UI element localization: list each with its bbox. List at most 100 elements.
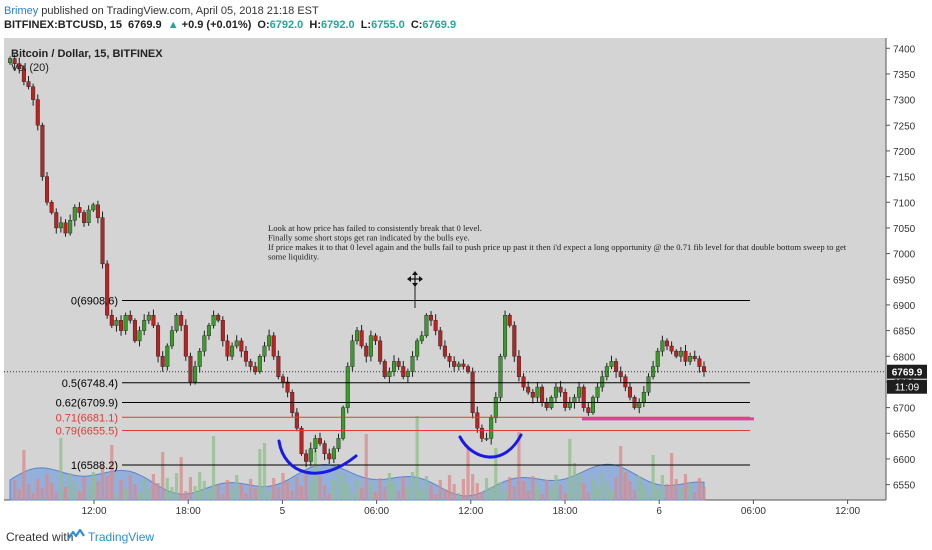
volume-bar [235, 475, 239, 500]
candle-body [216, 315, 221, 321]
volume-bar [323, 485, 327, 500]
candle-body [479, 427, 484, 439]
volume-bar [674, 479, 678, 500]
candle-body [132, 320, 137, 342]
open-value: 6792.0 [269, 19, 304, 31]
candle-body [410, 356, 415, 372]
chart-area[interactable]: 0(6908.6) 0.5(6748.4) 0.62(6709.9) 0.71(668… [4, 38, 928, 517]
volume-bar [341, 475, 345, 500]
time-tick-label: 18:00 [176, 506, 201, 516]
volume-bar [156, 483, 160, 500]
candle-body [40, 125, 45, 177]
low-label: L: [360, 19, 372, 31]
candle-body [669, 345, 674, 352]
volume-bar [77, 491, 81, 500]
volume-layer [9, 416, 706, 501]
candle-body [627, 386, 632, 398]
time-tick-label: 18:00 [552, 506, 577, 516]
candle-body [655, 350, 660, 367]
time-tick-label: 12:00 [835, 506, 860, 516]
price-tick-label: 7200 [893, 147, 916, 158]
candle-body [359, 330, 364, 347]
tradingview-brand[interactable]: TradingView [88, 530, 155, 544]
volume-bar [267, 492, 271, 500]
price-chart[interactable]: 0(6908.6) 0.5(6748.4) 0.62(6709.9) 0.71(668… [4, 38, 928, 517]
candle-body [169, 330, 174, 347]
candle-body [331, 448, 336, 460]
price-tick-label: 7100 [893, 198, 916, 209]
candle-body [197, 350, 202, 367]
fib-level-label: 0.71(6681.1) [56, 412, 118, 424]
volume-bar [558, 484, 563, 500]
candle-body [609, 361, 614, 367]
double-bottom-curve-right [458, 433, 523, 459]
candle-body [590, 397, 595, 413]
volume-bar [679, 488, 683, 500]
high-label: H: [309, 19, 321, 31]
volume-bar [665, 484, 669, 500]
time-tick-label: 12:00 [458, 506, 483, 516]
high-value: 6792.0 [320, 19, 355, 31]
candle-body [503, 315, 508, 357]
volume-bar [517, 432, 521, 500]
volume-bar [535, 485, 540, 500]
volume-bar [253, 488, 257, 500]
volume-bar [526, 490, 530, 500]
candle-body [489, 417, 494, 439]
candle-body [276, 356, 281, 377]
fib-level-label: 0.62(6709.9) [56, 398, 118, 410]
volume-bar [443, 489, 447, 500]
price-tick-label: 7350 [893, 70, 916, 81]
candle-body [220, 320, 225, 342]
candle-body [12, 58, 17, 64]
volume-bar [424, 476, 428, 500]
author-link[interactable]: Brimey [4, 5, 39, 17]
volume-bar [531, 476, 535, 500]
candle-body [641, 392, 646, 403]
candle-body [484, 438, 489, 440]
candle-body [188, 356, 193, 383]
candle-body [475, 412, 480, 429]
volume-bar [489, 487, 493, 500]
volume-bar [170, 487, 174, 500]
volume-bar [309, 481, 313, 500]
candle-body [54, 212, 59, 229]
candle-body [493, 397, 498, 419]
volume-bar [633, 490, 637, 500]
candle-body [456, 363, 461, 367]
candle-body [49, 202, 54, 213]
candle-body [692, 356, 697, 360]
candle-body [146, 315, 151, 321]
chart-header: Brimey published on TradingView.com, Apr… [0, 0, 932, 36]
price-tick-label: 6600 [893, 455, 916, 466]
candle-body [105, 263, 110, 316]
volume-bar [595, 487, 600, 500]
volume-bar [22, 450, 26, 500]
volume-bar [184, 491, 188, 500]
volume-bar [299, 486, 304, 500]
time-tick-label: 06:00 [364, 506, 389, 516]
volume-bar [100, 465, 105, 500]
volume-bar [429, 485, 433, 500]
candle-body [544, 402, 549, 408]
symbol-label[interactable]: BITFINEX:BTCUSD, 15 [4, 19, 122, 31]
volume-bar [262, 443, 267, 500]
candle-body [193, 366, 198, 383]
candle-body [558, 386, 563, 393]
volume-bar [225, 480, 230, 500]
fib-levels: 0(6908.6) 0.5(6748.4) 0.62(6709.9) 0.71(668… [56, 296, 754, 472]
volume-bar [96, 481, 100, 500]
volume-bar [198, 472, 202, 500]
symbol-line: BITFINEX:BTCUSD, 15 6769.9 ▲ +0.9 (+0.01%… [4, 19, 459, 31]
up-arrow-icon: ▲ [167, 19, 179, 31]
volume-bar [26, 484, 31, 500]
price-tick-label: 7150 [893, 173, 916, 184]
candle-body [392, 361, 397, 372]
volume-bar [258, 449, 262, 500]
price-tick-label: 6950 [893, 275, 916, 286]
time-tick-label: 12:00 [81, 506, 106, 516]
volume-bar [438, 480, 442, 500]
volume-bar [318, 476, 322, 500]
volume-bar [50, 483, 54, 500]
candle-body [697, 358, 702, 367]
